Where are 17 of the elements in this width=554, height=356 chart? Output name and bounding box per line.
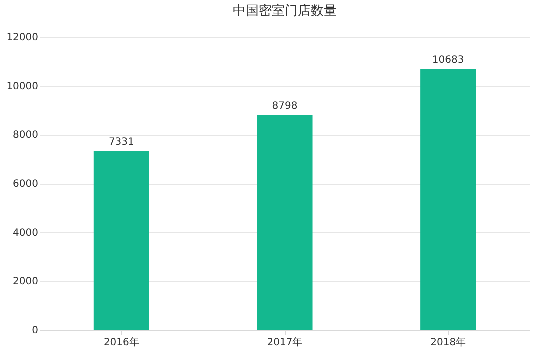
y-tick-label: 4000 (13, 228, 38, 239)
bar (257, 115, 313, 330)
y-tick-label: 6000 (13, 179, 38, 190)
x-tick-label: 2018年 (430, 336, 466, 348)
y-tick-label: 12000 (6, 32, 38, 44)
y-tick-label: 0 (32, 326, 38, 336)
x-tick-label: 2017年 (267, 336, 303, 348)
data-label: 8798 (272, 101, 298, 112)
data-label: 7331 (108, 137, 134, 148)
data-label: 10683 (432, 55, 464, 66)
bar (420, 69, 476, 330)
y-tick-label: 2000 (13, 276, 38, 288)
y-tick-label: 8000 (13, 130, 38, 142)
x-tick-label: 2016年 (104, 336, 140, 348)
chart-title: 中国密室门店数量 (233, 3, 337, 19)
bar (94, 151, 150, 330)
y-tick-label: 10000 (6, 81, 38, 92)
